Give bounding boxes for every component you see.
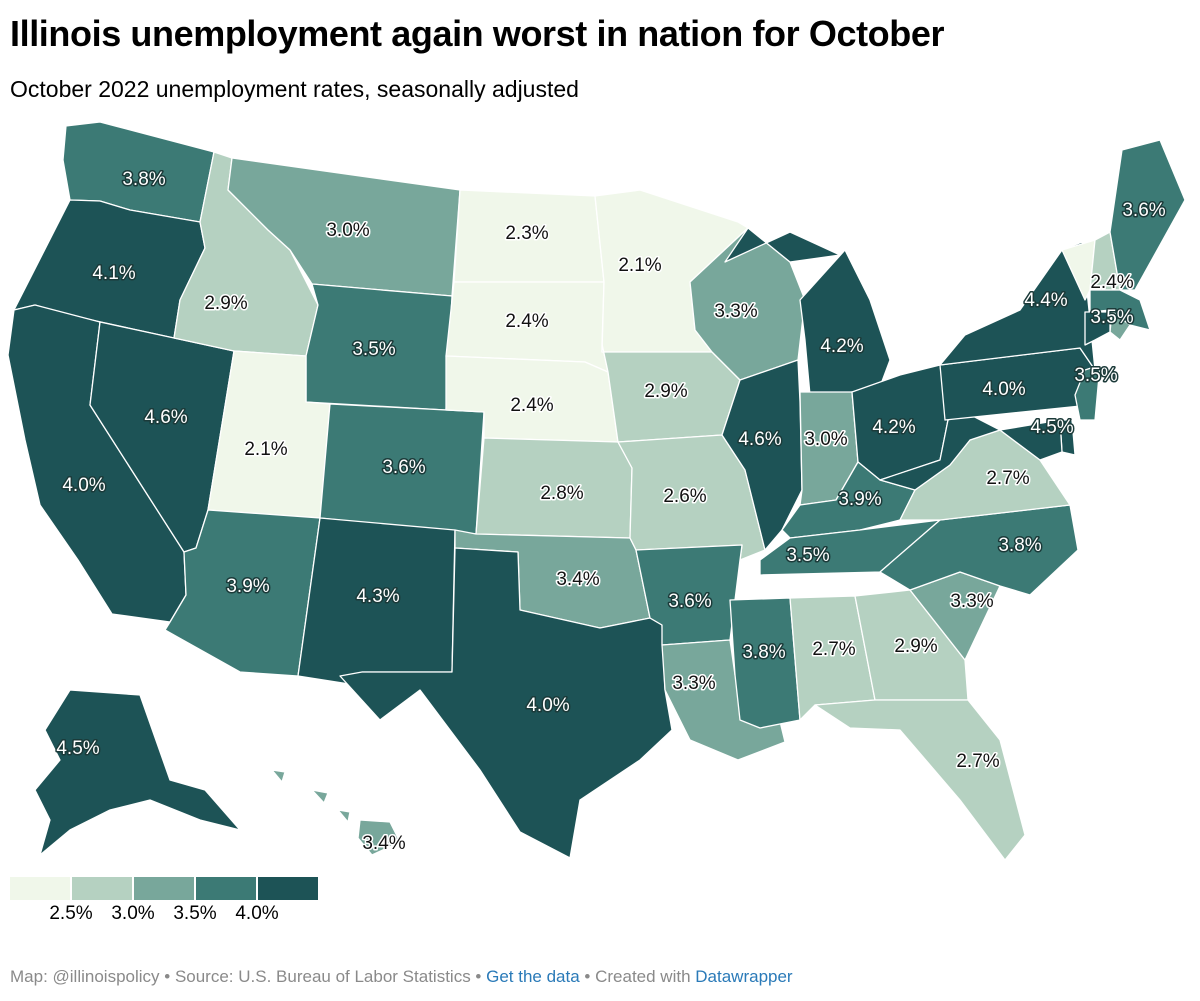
state-label-ny: 4.4% (1024, 290, 1067, 311)
state-label-wa: 3.8% (122, 169, 165, 190)
state-label-pa: 4.0% (982, 379, 1025, 400)
legend-swatch (72, 877, 132, 900)
state-ri[interactable] (1109, 311, 1131, 341)
state-label-mo: 2.6% (663, 486, 706, 507)
states-layer (7, 121, 1186, 861)
legend-swatch (258, 877, 318, 900)
state-label-hi: 3.4% (362, 833, 405, 854)
legend-tick-label: 3.0% (111, 903, 155, 924)
chart-subtitle: October 2022 unemployment rates, seasona… (10, 76, 579, 102)
state-label-ma: 3.5% (1090, 307, 1133, 328)
state-label-nm: 4.3% (356, 586, 399, 607)
state-label-oh: 4.2% (872, 417, 915, 438)
state-tx[interactable] (339, 547, 673, 859)
datawrapper-link[interactable]: Datawrapper (695, 967, 793, 986)
state-label-ia: 2.9% (644, 381, 687, 402)
state-label-ms: 3.8% (742, 642, 785, 663)
state-label-id: 2.9% (204, 293, 247, 314)
state-label-ca: 4.0% (62, 475, 105, 496)
state-label-wy: 3.5% (352, 339, 395, 360)
state-label-fl: 2.7% (956, 751, 999, 772)
state-label-ga: 2.9% (894, 636, 937, 657)
state-label-wi: 3.3% (714, 301, 757, 322)
state-label-co: 3.6% (382, 457, 425, 478)
state-label-mt: 3.0% (326, 220, 369, 241)
legend-swatches (10, 877, 340, 900)
state-label-la: 3.3% (672, 673, 715, 694)
legend-tick-label: 4.0% (235, 903, 279, 924)
state-label-il: 4.6% (738, 429, 781, 450)
footer-separator: • (579, 967, 596, 986)
state-label-sd: 2.4% (505, 311, 548, 332)
footer: Map: @illinoispolicy • Source: U.S. Bure… (10, 967, 793, 987)
state-label-ne: 2.4% (510, 395, 553, 416)
state-label-mn: 2.1% (618, 255, 661, 276)
legend-ticks: 2.5% 3.0% 3.5% 4.0% (10, 903, 340, 929)
state-label-nj: 3.5% (1074, 365, 1117, 386)
legend-tick-label: 2.5% (49, 903, 93, 924)
state-label-de: 4.5% (1030, 417, 1073, 438)
color-legend: 2.5% 3.0% 3.5% 4.0% (10, 877, 340, 929)
state-ct[interactable] (1084, 311, 1111, 346)
state-label-ak: 4.5% (56, 738, 99, 759)
state-label-me: 3.6% (1122, 200, 1165, 221)
labels-layer: 3.8% 4.1% 4.0% 4.6% 2.9% 3.0% 3.5% 2.1% 3.6% 3.9%… (55, 168, 1167, 856)
state-label-in: 3.0% (804, 429, 847, 450)
state-label-tn: 3.5% (786, 545, 829, 566)
legend-swatch (196, 877, 256, 900)
state-la[interactable] (661, 639, 786, 761)
state-ak[interactable] (34, 689, 241, 856)
footer-credit: Map: @illinoispolicy (10, 967, 160, 986)
state-label-or: 4.1% (92, 263, 135, 284)
state-label-ar: 3.6% (668, 591, 711, 612)
footer-separator: • (470, 967, 487, 986)
state-label-al: 2.7% (812, 639, 855, 660)
state-label-az: 3.9% (226, 576, 269, 597)
state-fl[interactable] (814, 699, 1026, 861)
chart-title: Illinois unemployment again worst in nat… (10, 13, 945, 54)
state-label-ks: 2.8% (540, 483, 583, 504)
footer-source: Source: U.S. Bureau of Labor Statistics (174, 967, 471, 986)
state-label-mi: 4.2% (820, 336, 863, 357)
footer-created-with: Created with (595, 967, 691, 986)
legend-swatch (134, 877, 194, 900)
state-md[interactable] (999, 419, 1063, 461)
state-co[interactable] (319, 403, 485, 535)
get-the-data-link[interactable]: Get the data (486, 967, 580, 986)
state-label-sc: 3.3% (950, 591, 993, 612)
state-ga[interactable] (854, 589, 969, 701)
state-label-nv: 4.6% (144, 407, 187, 428)
state-label-nd: 2.3% (505, 223, 548, 244)
legend-swatch (10, 877, 70, 900)
state-label-va: 2.7% (986, 468, 1029, 489)
state-label-ky: 3.9% (838, 489, 881, 510)
footer-separator: • (159, 967, 175, 986)
state-hi[interactable] (271, 769, 401, 856)
state-nj[interactable] (1074, 364, 1101, 421)
state-label-tx: 4.0% (526, 695, 569, 716)
state-label-ok: 3.4% (556, 569, 599, 590)
legend-tick-label: 3.5% (173, 903, 217, 924)
state-label-vt: 2.4% (1090, 272, 1133, 293)
state-label-ut: 2.1% (244, 439, 287, 460)
state-label-nc: 3.8% (998, 535, 1041, 556)
